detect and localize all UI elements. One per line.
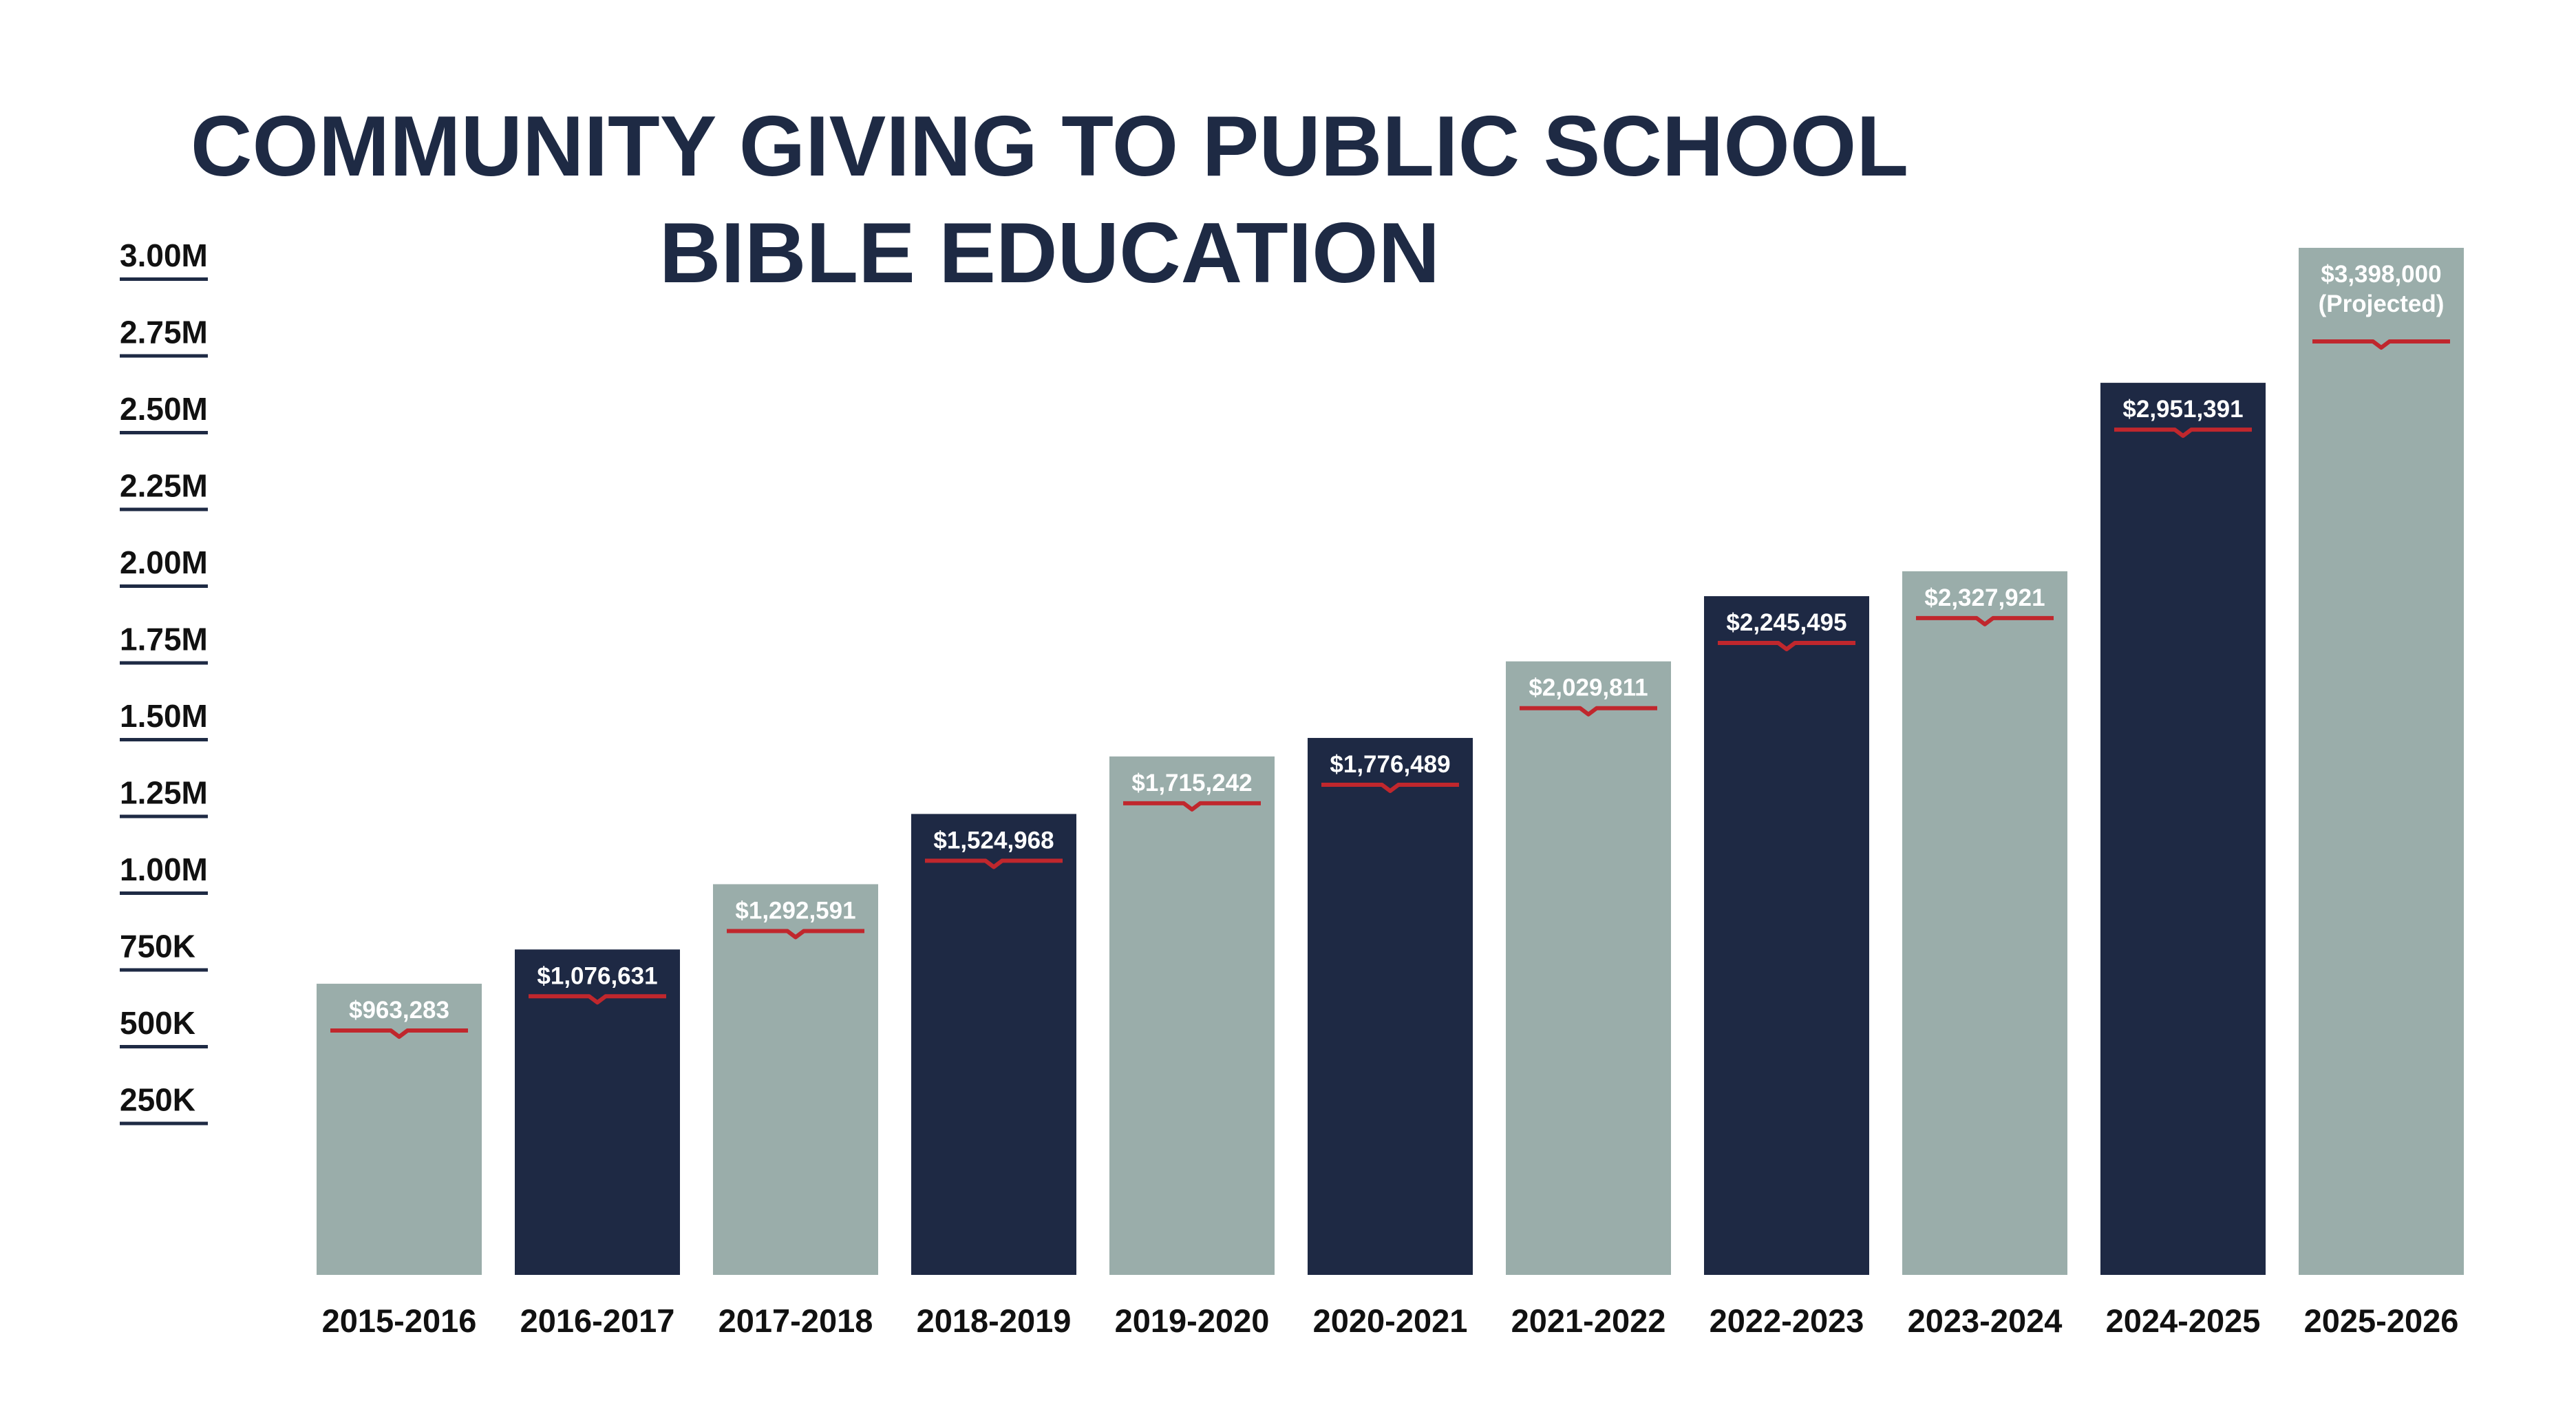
bar-value-label: $1,292,591 bbox=[735, 897, 855, 924]
x-tick-label: 2019-2020 bbox=[1115, 1302, 1270, 1339]
bar-value-underline bbox=[1321, 782, 1459, 793]
y-tick-underline bbox=[120, 738, 208, 741]
bar-value-underline bbox=[1718, 641, 1855, 652]
bar-value-label: $1,715,242 bbox=[1131, 770, 1252, 796]
bar-value-underline bbox=[1123, 801, 1261, 812]
bar-value-label: $1,076,631 bbox=[537, 962, 657, 989]
y-tick-underline bbox=[120, 1121, 208, 1126]
bar-value-label: $2,327,921 bbox=[1924, 584, 2045, 611]
bar-value-underline bbox=[2312, 339, 2450, 350]
y-tick-label: 2.25M bbox=[120, 468, 208, 504]
bar-2021-2022 bbox=[1506, 661, 1671, 1275]
y-tick-label: 2.00M bbox=[120, 545, 208, 580]
y-tick-label: 1.75M bbox=[120, 622, 208, 657]
y-tick-label: 2.75M bbox=[120, 315, 208, 350]
bar-2025-2026 bbox=[2299, 248, 2464, 1275]
y-tick-underline bbox=[120, 507, 208, 511]
y-tick-underline bbox=[120, 431, 208, 434]
bar-2019-2020 bbox=[1109, 756, 1275, 1275]
x-axis: 2015-2016 2016-2017 2017-2018 2018-2019 2019… bbox=[322, 1302, 2459, 1339]
y-tick-underline bbox=[120, 1045, 208, 1048]
chart-title: COMMUNITY GIVING TO PUBLIC SCHOOL BIBLE … bbox=[191, 99, 1908, 301]
bar-2024-2025 bbox=[2100, 383, 2266, 1275]
bar-2015-2016 bbox=[317, 984, 482, 1275]
y-tick-label: 2.50M bbox=[120, 391, 208, 427]
x-tick-label: 2021-2022 bbox=[1511, 1302, 1666, 1339]
bar-value-label: $1,524,968 bbox=[933, 827, 1054, 854]
bar-value-underline bbox=[1916, 615, 2054, 626]
x-tick-label: 2020-2021 bbox=[1313, 1302, 1468, 1339]
x-tick-label: 2023-2024 bbox=[1908, 1302, 2063, 1339]
bar-value-label: $1,776,489 bbox=[1330, 751, 1450, 778]
y-axis: 3.00M 2.75M 2.50M 2.25M 2.00M 1.75M 1.50M 1.25M… bbox=[120, 237, 208, 1126]
bar-value-underline bbox=[2114, 427, 2252, 439]
y-tick-underline bbox=[120, 968, 208, 972]
chart-title-line-2: BIBLE EDUCATION bbox=[659, 206, 1440, 301]
bar-2018-2019 bbox=[911, 814, 1076, 1275]
y-tick-underline bbox=[120, 661, 208, 665]
y-tick-underline bbox=[120, 354, 208, 358]
x-tick-label: 2016-2017 bbox=[520, 1302, 675, 1339]
y-tick-label: 3.00M bbox=[120, 237, 208, 273]
y-tick-label: 1.25M bbox=[120, 775, 208, 811]
bar-2020-2021 bbox=[1308, 737, 1473, 1275]
bar-value-underline bbox=[925, 858, 1063, 869]
bar-value-label: $3,398,000 bbox=[2321, 261, 2441, 288]
bar-value-note: (Projected) bbox=[2319, 290, 2445, 317]
y-tick-label: 1.00M bbox=[120, 852, 208, 887]
x-tick-label: 2024-2025 bbox=[2106, 1302, 2261, 1339]
bar-2022-2023 bbox=[1704, 596, 1869, 1275]
bar-value-label: $2,029,811 bbox=[1529, 675, 1648, 701]
bar-2017-2018 bbox=[713, 884, 878, 1275]
y-tick-label: 1.50M bbox=[120, 698, 208, 734]
y-tick-underline bbox=[120, 891, 208, 895]
bar-value-underline bbox=[330, 1028, 468, 1039]
x-tick-label: 2022-2023 bbox=[1710, 1302, 1864, 1339]
bar-value-underline bbox=[529, 994, 666, 1005]
bar-value-label: $2,245,495 bbox=[1726, 609, 1846, 636]
x-tick-label: 2018-2019 bbox=[917, 1302, 1072, 1339]
bar-2023-2024 bbox=[1902, 571, 2067, 1275]
y-tick-underline bbox=[120, 584, 208, 588]
y-tick-underline bbox=[120, 277, 208, 281]
y-tick-label: 500K bbox=[120, 1005, 195, 1041]
x-tick-label: 2025-2026 bbox=[2304, 1302, 2459, 1339]
bar-value-label: $963,283 bbox=[349, 997, 449, 1024]
bar-value-label: $2,951,391 bbox=[2122, 396, 2243, 423]
bar-value-underline bbox=[727, 929, 864, 940]
y-tick-underline bbox=[120, 814, 208, 818]
x-tick-label: 2017-2018 bbox=[718, 1302, 873, 1339]
bars-group: $963,283 $1,076,631 $1,292,591 $1,524,968 $1… bbox=[317, 248, 2464, 1275]
bar-value-underline bbox=[1520, 706, 1657, 717]
chart-title-line-1: COMMUNITY GIVING TO PUBLIC SCHOOL bbox=[191, 99, 1908, 194]
y-tick-label: 250K bbox=[120, 1082, 195, 1118]
y-tick-label: 750K bbox=[120, 929, 195, 964]
x-tick-label: 2015-2016 bbox=[322, 1302, 477, 1339]
